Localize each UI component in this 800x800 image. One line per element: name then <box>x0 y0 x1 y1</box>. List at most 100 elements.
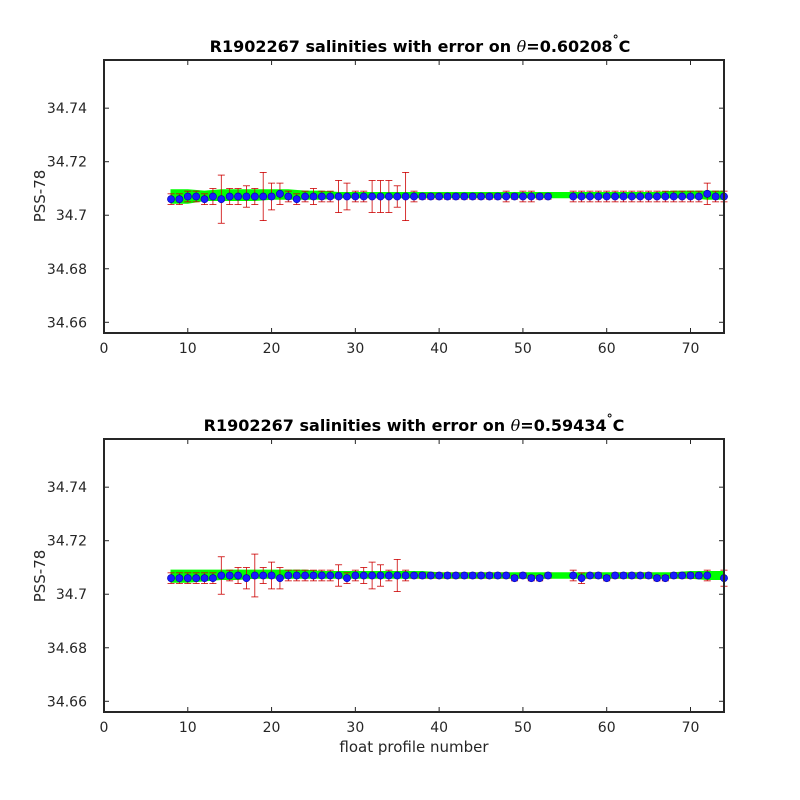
top-data-point <box>653 192 661 201</box>
bottom-y-tick-label: 34.68 <box>47 641 87 657</box>
bottom-data-point <box>292 571 301 580</box>
top-data-point <box>276 189 284 198</box>
top-data-point <box>619 192 628 201</box>
top-data-point <box>468 192 477 201</box>
top-y-tick-label: 34.74 <box>47 101 87 117</box>
top-data-point <box>418 192 427 201</box>
bottom-data-point <box>309 571 318 580</box>
bottom-data-point <box>326 571 335 580</box>
top-data-point <box>493 192 502 201</box>
top-chart-panel: R1902267 salinities with error on θ=0.60… <box>31 33 728 357</box>
bottom-data-point <box>577 574 586 583</box>
top-axes-frame <box>103 59 725 334</box>
top-data-point <box>267 192 276 201</box>
top-data-point <box>351 192 360 201</box>
top-data-point <box>301 192 309 201</box>
bottom-y-tick-label: 34.7 <box>56 587 87 603</box>
top-data-point <box>678 192 687 201</box>
top-data-point <box>711 192 720 201</box>
bottom-x-tick-label: 40 <box>430 720 448 736</box>
top-y-axis-label: PSS-78 <box>31 170 49 223</box>
bottom-x-tick-label: 30 <box>346 720 364 736</box>
bottom-data-point <box>694 571 703 580</box>
bottom-y-tick-label: 34.74 <box>47 480 87 496</box>
top-data-point <box>225 192 234 201</box>
bottom-data-point <box>686 571 695 580</box>
bottom-x-tick-label: 60 <box>598 720 616 736</box>
bottom-data-point <box>209 574 217 583</box>
top-x-tick-label: 20 <box>263 341 281 357</box>
bottom-data-point <box>276 574 284 583</box>
top-data-point <box>259 192 268 201</box>
bottom-data-point <box>343 574 351 583</box>
bottom-data-point <box>544 571 552 580</box>
bottom-data-point <box>418 571 427 580</box>
bottom-data-point <box>569 571 578 580</box>
bottom-plot-area: 0 10 20 30 40 50 60 70 34.66 34.68 34.7 34.72 34.74 <box>47 438 728 736</box>
bottom-x-tick-label: 0 <box>100 720 109 736</box>
top-data-point <box>426 192 435 201</box>
bottom-data-point <box>460 571 469 580</box>
top-data-point <box>242 192 251 201</box>
bottom-data-point <box>527 574 536 583</box>
bottom-data-point <box>393 571 402 580</box>
bottom-data-point <box>284 571 293 580</box>
bottom-y-tick-label: 34.72 <box>47 534 87 550</box>
top-data-point <box>594 192 603 201</box>
top-data-point <box>234 192 242 201</box>
bottom-data-point <box>317 571 326 580</box>
top-x-tick-label: 50 <box>514 341 532 357</box>
bottom-data-point <box>401 571 410 580</box>
top-data-point <box>209 192 217 201</box>
top-y-tick-label: 34.66 <box>47 315 87 331</box>
bottom-data-point <box>426 571 435 580</box>
top-data-point <box>167 195 175 204</box>
top-data-point <box>485 192 494 201</box>
top-data-point <box>326 192 335 201</box>
top-plot-area: 0 10 20 30 40 50 60 70 34.66 34.68 34.7 34.72 34.74 <box>47 59 728 357</box>
top-data-point <box>334 192 343 201</box>
top-data-point <box>250 192 259 201</box>
top-x-tick-label: 10 <box>179 341 197 357</box>
top-data-point <box>627 192 636 201</box>
top-x-tick-label: 60 <box>598 341 616 357</box>
top-data-point <box>661 192 670 201</box>
bottom-data-point <box>493 571 502 580</box>
top-data-point <box>460 192 469 201</box>
bottom-data-point <box>519 571 527 580</box>
top-data-point <box>569 192 578 201</box>
bottom-data-point <box>594 571 603 580</box>
bottom-y-tick-label: 34.66 <box>47 694 87 710</box>
bottom-data-point <box>653 574 661 583</box>
bottom-data-point <box>435 571 444 580</box>
top-data-point <box>686 192 695 201</box>
bottom-data-point <box>510 574 519 583</box>
bottom-data-point <box>167 574 175 583</box>
bottom-data-point <box>250 571 259 580</box>
bottom-y-axis-label: PSS-78 <box>31 550 49 603</box>
top-x-tick-label: 30 <box>346 341 364 357</box>
bottom-data-point <box>259 571 268 580</box>
top-data-point <box>510 192 519 201</box>
top-y-tick-label: 34.68 <box>47 262 87 278</box>
bottom-data-point <box>443 571 452 580</box>
bottom-data-point <box>661 574 670 583</box>
bottom-x-axis-label: float profile number <box>339 738 489 756</box>
bottom-data-point <box>351 571 360 580</box>
bottom-data-point <box>586 571 594 580</box>
bottom-data-point <box>468 571 477 580</box>
bottom-data-point <box>242 574 251 583</box>
top-data-point <box>292 195 301 204</box>
bottom-data-point <box>225 571 234 580</box>
top-data-point <box>544 192 552 201</box>
top-data-point <box>376 192 385 201</box>
top-data-point <box>200 195 209 204</box>
bottom-data-point <box>602 574 611 583</box>
bottom-data-point <box>485 571 494 580</box>
bottom-data-point <box>678 571 687 580</box>
top-y-tick-label: 34.7 <box>56 208 87 224</box>
bottom-data-point <box>703 571 712 580</box>
bottom-data-point <box>619 571 628 580</box>
bottom-data-point <box>669 571 678 580</box>
bottom-data-point <box>334 571 343 580</box>
